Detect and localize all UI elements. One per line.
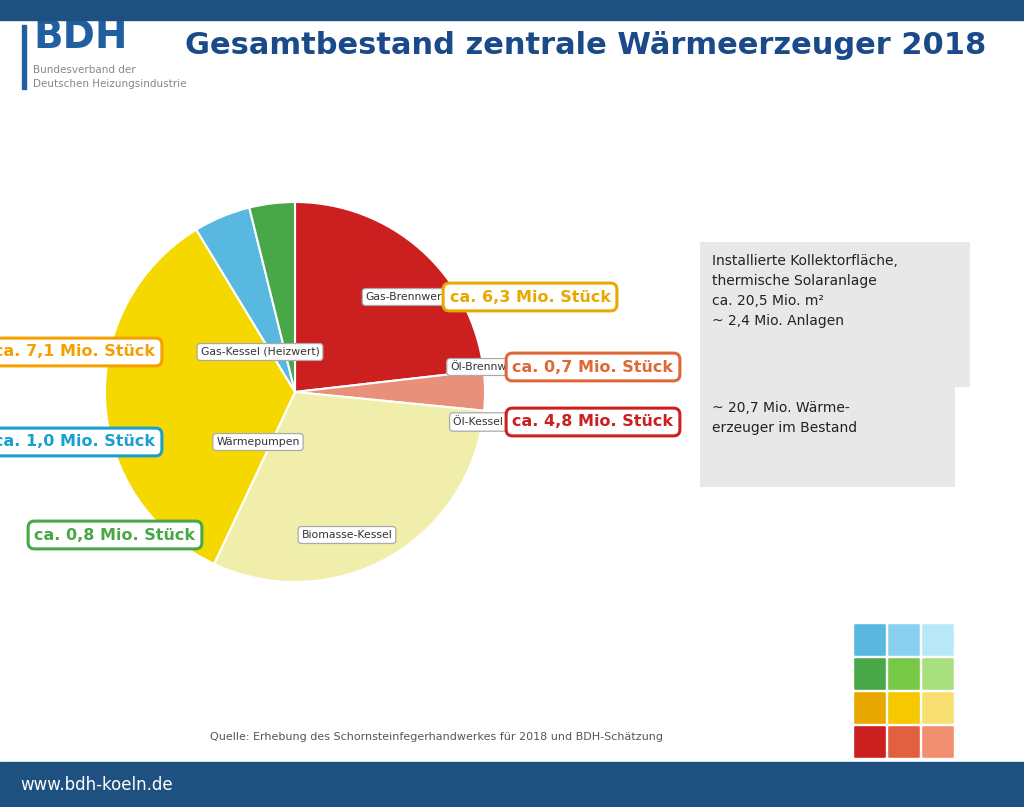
Text: Quelle: Erhebung des Schornsteinfegerhandwerkes für 2018 und BDH-Schätzung: Quelle: Erhebung des Schornsteinfegerhan… [210,732,663,742]
Bar [0,762,1024,807]
FancyBboxPatch shape [888,692,921,725]
FancyBboxPatch shape [888,624,921,657]
Text: ca. 1,0 Mio. Stück: ca. 1,0 Mio. Stück [0,434,156,449]
Text: ca. 6,3 Mio. Stück: ca. 6,3 Mio. Stück [450,290,610,304]
Wedge shape [105,230,295,564]
Wedge shape [197,207,295,392]
Text: Installierte Kollektorfläche,
thermische Solaranlage
ca. 20,5 Mio. m²
~ 2,4 Mio.: Installierte Kollektorfläche, thermische… [712,254,898,328]
FancyBboxPatch shape [853,624,887,657]
Text: ~ 20,7 Mio. Wärme-
erzeuger im Bestand: ~ 20,7 Mio. Wärme- erzeuger im Bestand [712,401,857,435]
Text: Gesamtbestand zentrale Wärmeerzeuger 2018: Gesamtbestand zentrale Wärmeerzeuger 201… [185,31,986,60]
Text: ca. 0,7 Mio. Stück: ca. 0,7 Mio. Stück [512,359,674,374]
FancyBboxPatch shape [922,725,954,759]
Text: Wärmepumpen: Wärmepumpen [216,437,300,447]
Text: BDH: BDH [33,18,128,56]
FancyBboxPatch shape [700,242,970,387]
FancyBboxPatch shape [922,658,954,691]
Bar [22,25,26,89]
FancyBboxPatch shape [922,624,954,657]
Text: Biomasse-Kessel: Biomasse-Kessel [302,530,392,540]
FancyBboxPatch shape [700,387,955,487]
FancyBboxPatch shape [922,692,954,725]
Text: Gas-Brennwertkessel: Gas-Brennwertkessel [366,292,480,302]
Wedge shape [295,202,483,392]
FancyBboxPatch shape [888,725,921,759]
Text: ca. 4,8 Mio. Stück: ca. 4,8 Mio. Stück [512,415,674,429]
Wedge shape [214,392,484,582]
Wedge shape [249,202,295,392]
Text: ca. 0,8 Mio. Stück: ca. 0,8 Mio. Stück [35,528,196,542]
Text: Öl-Kessel (Heizwert): Öl-Kessel (Heizwert) [453,416,563,428]
FancyBboxPatch shape [853,692,887,725]
Text: Öl-Brennwertkessel: Öl-Brennwertkessel [451,362,556,372]
Text: Bundesverband der
Deutschen Heizungsindustrie: Bundesverband der Deutschen Heizungsindu… [33,65,186,90]
FancyBboxPatch shape [853,725,887,759]
FancyBboxPatch shape [853,658,887,691]
Bar [0,0,1024,20]
FancyBboxPatch shape [888,658,921,691]
Text: www.bdh-koeln.de: www.bdh-koeln.de [20,776,173,794]
Text: ca. 7,1 Mio. Stück: ca. 7,1 Mio. Stück [0,345,156,359]
Text: Gas-Kessel (Heizwert): Gas-Kessel (Heizwert) [201,347,319,357]
Wedge shape [295,370,485,411]
